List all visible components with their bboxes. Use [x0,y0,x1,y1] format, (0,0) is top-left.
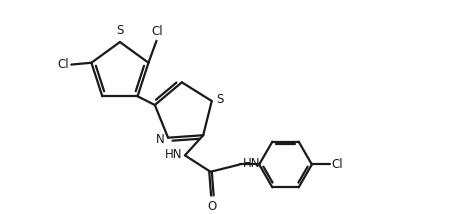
Text: HN: HN [164,148,182,161]
Text: N: N [156,133,165,146]
Text: HN: HN [242,157,260,170]
Text: S: S [216,94,223,106]
Text: S: S [116,24,123,37]
Text: Cl: Cl [331,158,342,171]
Text: Cl: Cl [58,58,69,71]
Text: O: O [207,200,216,213]
Text: Cl: Cl [151,25,163,38]
